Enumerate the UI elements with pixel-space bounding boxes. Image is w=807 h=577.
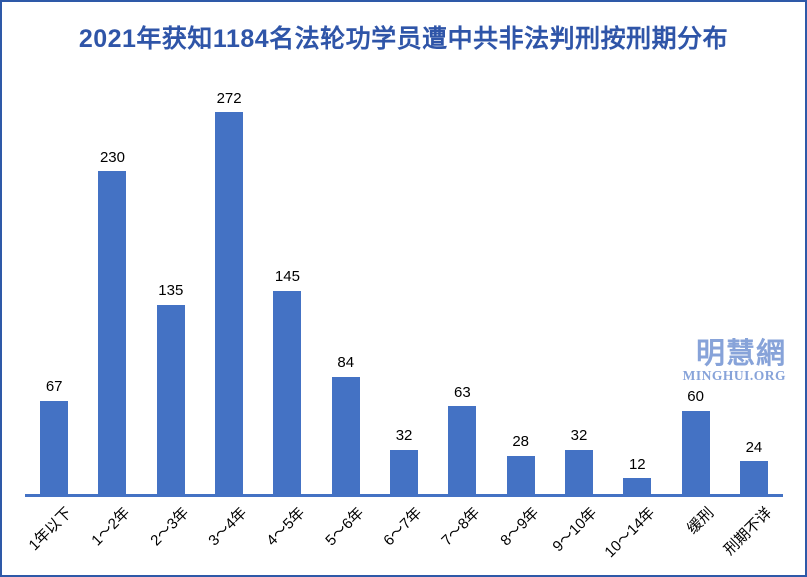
- x-axis-label: 4～5年: [263, 504, 309, 550]
- bar-value-label: 24: [745, 438, 763, 456]
- x-axis-label: 刑期不详: [720, 504, 776, 559]
- bar: [448, 406, 477, 495]
- bar-value-label: 272: [216, 89, 242, 107]
- bar-value-label: 12: [628, 455, 646, 473]
- x-axis-label: 1～2年: [88, 504, 134, 550]
- bar-column: 67: [25, 379, 83, 495]
- bar-column: 145: [258, 269, 316, 495]
- x-axis-label: 9～10年: [549, 504, 601, 556]
- bar-column: 84: [317, 355, 375, 495]
- bar: [98, 171, 127, 495]
- bar: [331, 376, 360, 495]
- bar-value-label: 28: [512, 433, 529, 451]
- bar: [681, 410, 710, 495]
- bar-column: 63: [433, 383, 491, 495]
- bar: [623, 478, 652, 495]
- bar-value-label: 63: [454, 383, 471, 401]
- bar-value-label: 135: [158, 282, 184, 300]
- bar-value-label: 230: [99, 148, 125, 166]
- bar-value-label: 60: [687, 388, 704, 405]
- x-axis-label: 6～7年: [380, 504, 426, 550]
- bar-column: 135: [142, 283, 200, 495]
- bar: [215, 112, 244, 495]
- bar-value-label: 145: [274, 268, 300, 286]
- x-axis-label: 7～8年: [438, 504, 484, 550]
- bar-value-label: 67: [45, 378, 63, 396]
- bar: [390, 449, 419, 495]
- bar-value-label: 32: [395, 427, 413, 445]
- bar: [564, 449, 593, 495]
- x-axis-label: 1年以下: [25, 504, 76, 555]
- bar-value-label: 32: [570, 427, 588, 445]
- bar: [156, 304, 185, 495]
- minghui-watermark: 明慧網 MINGHUI.ORG: [683, 339, 786, 384]
- bar-column: 230: [83, 148, 141, 495]
- chart-title: 2021年获知1184名法轮功学员遭中共非法判刑按刑期分布: [78, 25, 729, 53]
- bar-column: 32: [375, 428, 433, 495]
- bar-column: 28: [492, 434, 550, 495]
- bar-column: 272: [200, 89, 258, 495]
- bar: [739, 461, 768, 495]
- watermark-latin-text: MINGHUI.ORG: [682, 368, 786, 384]
- x-axis-label: 缓刑: [683, 504, 717, 538]
- x-axis-label: 8～9年: [496, 504, 542, 550]
- x-axis-line: [25, 494, 783, 497]
- watermark-cjk-text: 明慧網: [695, 338, 786, 370]
- plot-area: 67 230 135 272 145 84 32 63 28 32 12 60 24: [25, 62, 783, 495]
- bar-value-label: 84: [337, 354, 355, 372]
- bar: [506, 455, 535, 495]
- bar: [273, 290, 302, 495]
- x-axis-label: 10～14年: [601, 504, 659, 562]
- bar-column: 60: [666, 388, 724, 495]
- bar-column: 12: [608, 455, 666, 495]
- x-axis-label: 3～4年: [205, 504, 251, 550]
- bar-column: 24: [725, 438, 783, 495]
- x-axis-label: 5～6年: [321, 504, 368, 550]
- bar: [40, 400, 69, 495]
- bar-column: 32: [550, 428, 608, 495]
- x-axis-label: 2～3年: [147, 504, 193, 550]
